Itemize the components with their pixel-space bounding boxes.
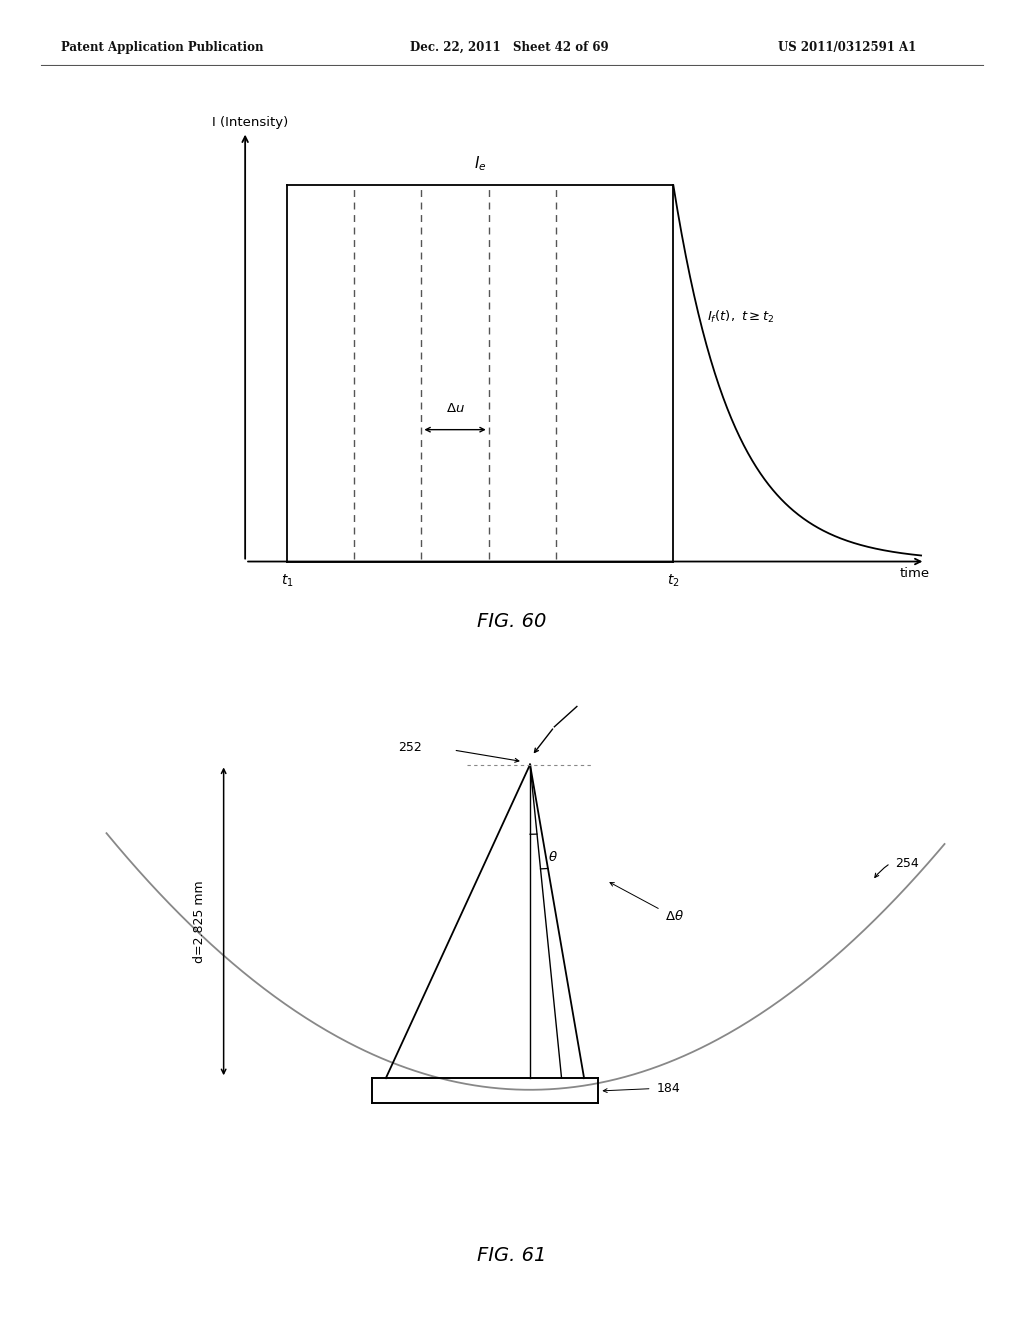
- Text: d=2.825 mm: d=2.825 mm: [193, 880, 206, 962]
- Text: US 2011/0312591 A1: US 2011/0312591 A1: [778, 41, 916, 54]
- Text: 252: 252: [398, 741, 422, 754]
- Text: $\theta$: $\theta$: [548, 850, 557, 865]
- Text: $I_e$: $I_e$: [474, 154, 486, 173]
- Text: 254: 254: [895, 857, 919, 870]
- Text: 184: 184: [656, 1082, 680, 1096]
- Text: $\Delta\theta$: $\Delta\theta$: [666, 908, 684, 923]
- Text: FIG. 61: FIG. 61: [477, 1246, 547, 1265]
- Text: I (Intensity): I (Intensity): [212, 116, 288, 129]
- Text: FIG. 60: FIG. 60: [477, 612, 547, 631]
- Text: $I_f(t),\ t{\geq}t_2$: $I_f(t),\ t{\geq}t_2$: [707, 309, 775, 325]
- Text: $t_2$: $t_2$: [667, 573, 680, 589]
- Text: $t_1$: $t_1$: [281, 573, 294, 589]
- Text: time: time: [899, 568, 930, 581]
- Text: Patent Application Publication: Patent Application Publication: [61, 41, 264, 54]
- Text: $\Delta u$: $\Delta u$: [445, 403, 465, 414]
- Text: Dec. 22, 2011   Sheet 42 of 69: Dec. 22, 2011 Sheet 42 of 69: [410, 41, 608, 54]
